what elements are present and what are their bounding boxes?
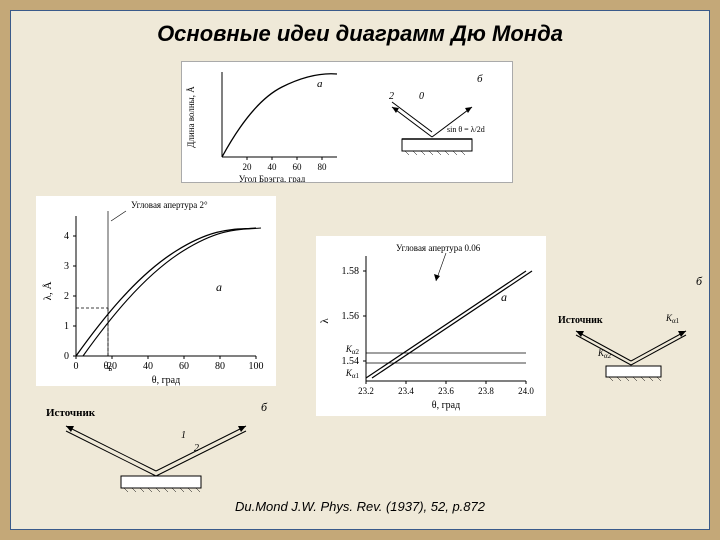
fig-botleft-svg: Источник б 1 2 [36,396,276,496]
svg-text:Угол Брэгга, град: Угол Брэгга, град [239,174,306,182]
svg-text:Источник: Источник [558,315,603,326]
svg-text:a: a [501,290,507,304]
svg-text:100: 100 [249,361,264,372]
svg-text:Угловая апертура 2°: Угловая апертура 2° [131,200,208,210]
svg-text:a: a [216,280,222,294]
svg-text:б: б [696,274,703,288]
svg-text:Угловая апертура 0.06: Угловая апертура 0.06 [396,243,481,253]
svg-text:2: 2 [389,91,394,102]
svg-text:60: 60 [179,361,189,372]
fig-botright-svg: б Источник Kα1 Kα2 [556,271,704,391]
svg-text:0: 0 [74,361,79,372]
svg-text:23.8: 23.8 [478,386,494,396]
figure-mid-right: 1.54 1.56 1.58 23.2 23.4 23.6 23.8 24.0 … [316,236,546,416]
figure-bot-right: б Источник Kα1 Kα2 [556,271,704,391]
svg-text:3: 3 [64,261,69,272]
svg-text:б: б [477,73,483,85]
svg-text:Источник: Источник [46,407,96,419]
svg-text:4: 4 [64,231,69,242]
svg-text:θ, град: θ, град [152,375,180,386]
fig-midright-svg: 1.54 1.56 1.58 23.2 23.4 23.6 23.8 24.0 … [316,236,546,416]
svg-text:23.6: 23.6 [438,386,454,396]
svg-text:23.4: 23.4 [398,386,414,396]
svg-text:θ, град: θ, град [432,400,460,411]
svg-text:a: a [317,78,323,90]
svg-text:2: 2 [64,291,69,302]
svg-text:Длина волны, Å: Длина волны, Å [186,86,196,148]
figure-bot-left: Источник б 1 2 [36,396,276,496]
svg-text:80: 80 [318,162,328,172]
svg-text:Kα1: Kα1 [345,368,360,380]
svg-text:80: 80 [215,361,225,372]
svg-text:1.54: 1.54 [342,356,360,367]
svg-text:24.0: 24.0 [518,386,534,396]
svg-text:2: 2 [194,443,199,454]
svg-text:1.56: 1.56 [342,311,360,322]
fig-midleft-svg: 0 1 2 3 4 0 20 40 60 80 100 θБ [36,196,276,386]
svg-text:Kα1: Kα1 [665,313,680,325]
svg-text:1: 1 [181,430,186,441]
slide-frame: Основные идеи диаграмм Дю Монда 20 40 60… [10,10,710,530]
fig-top-svg: 20 40 60 80 a Угол Брэгга, град Длина во… [182,62,512,182]
svg-text:20: 20 [243,162,253,172]
svg-text:60: 60 [293,162,303,172]
svg-text:б: б [261,400,268,414]
citation-text: Du.Mond J.W. Phys. Rev. (1937), 52, p.87… [11,499,709,514]
svg-text:40: 40 [268,162,278,172]
svg-text:1: 1 [64,321,69,332]
svg-text:1.58: 1.58 [342,266,360,277]
svg-text:sin θ = λ/2d: sin θ = λ/2d [447,125,485,134]
svg-text:λ: λ [319,318,331,324]
svg-text:λ, Å: λ, Å [42,282,54,301]
svg-text:23.2: 23.2 [358,386,374,396]
svg-text:Kα2: Kα2 [345,344,360,356]
figure-mid-left: 0 1 2 3 4 0 20 40 60 80 100 θБ [36,196,276,386]
svg-text:0: 0 [64,351,69,362]
svg-text:40: 40 [143,361,153,372]
svg-text:0: 0 [419,91,424,102]
figure-top: 20 40 60 80 a Угол Брэгга, град Длина во… [181,61,513,183]
slide-title: Основные идеи диаграмм Дю Монда [11,21,709,47]
